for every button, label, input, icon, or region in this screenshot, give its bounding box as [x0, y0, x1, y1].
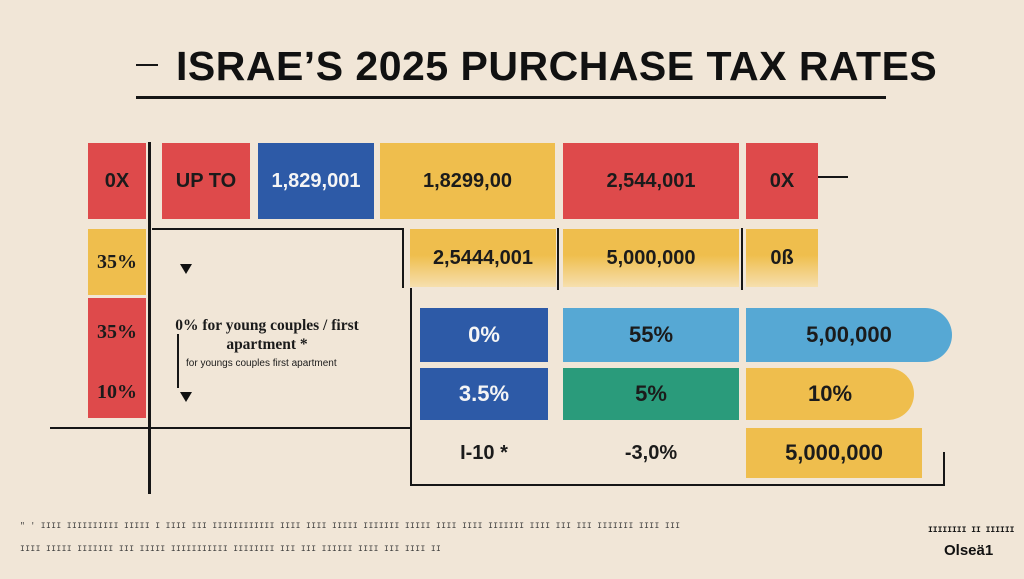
row2-cell-0b: 0ß: [746, 229, 818, 287]
header-cell-1829001: 1,829,001: [258, 143, 374, 219]
note-box-right: [402, 228, 404, 288]
row3-cell-0: 0%: [420, 308, 548, 362]
header-cell-0x-left: 0X: [88, 143, 146, 219]
row4-cell-5: 5%: [563, 368, 739, 420]
note-young-couples-sub: for youngs couples first apartment: [186, 358, 337, 369]
title-dash: [136, 64, 158, 66]
caret-down-icon: [180, 264, 192, 274]
header-cell-0x-right: 0X: [746, 143, 818, 219]
bottom-right-tick: [943, 452, 945, 486]
left-cell-35-a: 35%: [88, 229, 146, 295]
brand-logo-text: Olsеä1: [944, 542, 994, 559]
header-cell-1829900: 1,8299,00: [380, 143, 555, 219]
note-bracket: [177, 334, 179, 388]
footer-fine-print-1: " ' IIII IIIIIIIIII IIIII I IIII III III…: [20, 522, 680, 531]
left-cell-10: 10%: [88, 366, 146, 418]
header-cell-up-to: UP TO: [162, 143, 250, 219]
row5-cell-i10: I-10 *: [460, 441, 508, 464]
brand-small-text: IIIIIIII II IIIIII: [928, 526, 1015, 535]
bottom-rule: [410, 484, 945, 486]
row3-cell-55: 55%: [563, 308, 739, 362]
header-pointer-line: [816, 176, 848, 178]
note-young-couples: 0% for young couples / first apartment *: [175, 317, 359, 353]
row4-cell-10: 10%: [746, 368, 914, 420]
caret-down-icon: [180, 392, 192, 402]
header-cell-2544001: 2,544,001: [563, 143, 739, 219]
page-title: ISRAE’S 2025 PURCHASE TAX RATES: [176, 43, 938, 89]
row2-cell-2544401: 2,5444,001: [410, 229, 556, 287]
footer-fine-print-2: IIII IIIII IIIIIII III IIIII IIIIIIIIIII…: [20, 545, 440, 554]
row2-cell-5000000: 5,000,000: [563, 229, 739, 287]
title-underline: [136, 96, 886, 99]
row2-right-tick: [741, 228, 743, 290]
note-box-top: [152, 228, 404, 230]
horizontal-rule: [50, 427, 410, 429]
left-vertical-divider: [148, 142, 151, 494]
row5-cell-neg3: -3,0%: [624, 441, 678, 464]
table-inner-vertical: [410, 288, 412, 486]
row2-left-tick: [557, 228, 559, 290]
row5-cell-5000000: 5,000,000: [746, 428, 922, 478]
row3-cell-500000: 5,00,000: [746, 308, 952, 362]
left-cell-35-b: 35%: [88, 298, 146, 366]
row4-cell-3-5: 3.5%: [420, 368, 548, 420]
